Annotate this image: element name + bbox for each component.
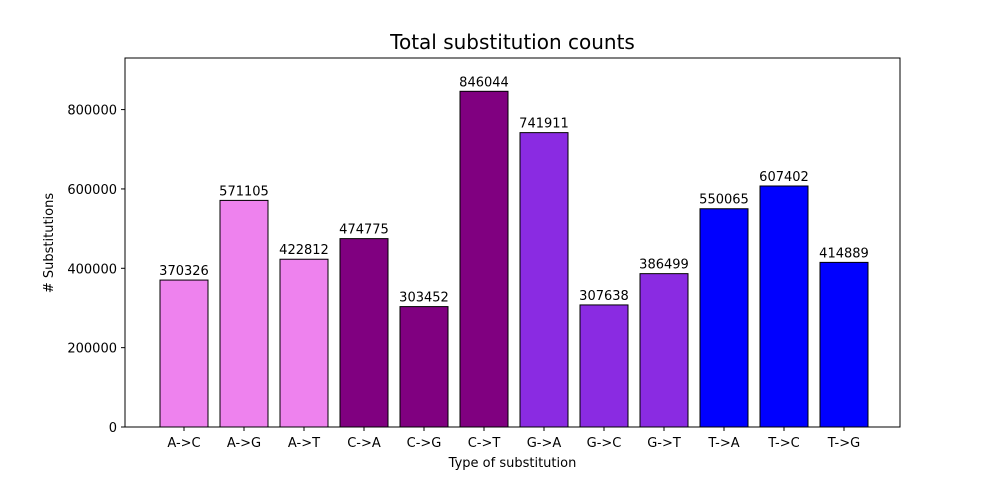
bar-A->C <box>159 279 209 428</box>
data-label: 422812 <box>279 243 329 258</box>
y-axis-label: # Substitutions <box>42 193 57 293</box>
x-tick-label: G->C <box>587 436 622 451</box>
data-label: 846044 <box>459 75 509 90</box>
plot-frame <box>124 57 901 428</box>
x-tick-label: T->C <box>767 436 799 451</box>
x-tick-label: C->G <box>407 436 442 451</box>
x-tick-label: G->T <box>647 436 681 451</box>
y-tick-label: 200000 <box>67 342 117 357</box>
x-tick-label: A->T <box>288 436 320 451</box>
x-tick-label: A->C <box>167 436 200 451</box>
data-label: 571105 <box>219 184 269 199</box>
bar-T->G <box>819 261 869 428</box>
x-tick-label: T->A <box>707 436 739 451</box>
bar-G->A <box>519 132 569 428</box>
bar-G->T <box>639 273 689 428</box>
data-label: 474775 <box>339 223 389 238</box>
x-tick-label: A->G <box>227 436 261 451</box>
bar-C->A <box>339 238 389 428</box>
y-tick-label: 0 <box>109 421 117 436</box>
y-tick-label: 800000 <box>67 104 117 119</box>
data-label: 303452 <box>399 291 449 306</box>
x-axis-label: Type of substitution <box>448 456 577 471</box>
plot-area: 370326 A->C 571105 A->G 422812 A->T 474775 C->A… <box>67 57 901 451</box>
data-label: 607402 <box>759 170 809 185</box>
bar-T->A <box>699 208 749 428</box>
data-label: 550065 <box>699 193 749 208</box>
bar-G->C <box>579 304 629 428</box>
data-label: 307638 <box>579 289 629 304</box>
x-tick-label: T->G <box>827 436 860 451</box>
bar-C->T <box>459 90 509 428</box>
bar-A->G <box>219 199 269 428</box>
bar-T->C <box>759 185 809 428</box>
data-label: 370326 <box>159 264 209 279</box>
data-label: 414889 <box>819 246 869 261</box>
bar-A->T <box>279 258 329 428</box>
y-tick-label: 400000 <box>67 262 117 277</box>
y-tick-label: 600000 <box>67 183 117 198</box>
x-tick-label: C->A <box>347 436 381 451</box>
x-tick-label: C->T <box>468 436 501 451</box>
data-label: 741911 <box>519 117 569 132</box>
bar-C->G <box>399 306 449 428</box>
x-tick-label: G->A <box>527 436 562 451</box>
data-label: 386499 <box>639 258 689 273</box>
chart-title: Total substitution counts <box>389 30 635 54</box>
